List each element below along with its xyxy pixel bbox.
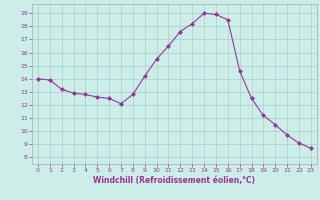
X-axis label: Windchill (Refroidissement éolien,°C): Windchill (Refroidissement éolien,°C) bbox=[93, 176, 255, 185]
